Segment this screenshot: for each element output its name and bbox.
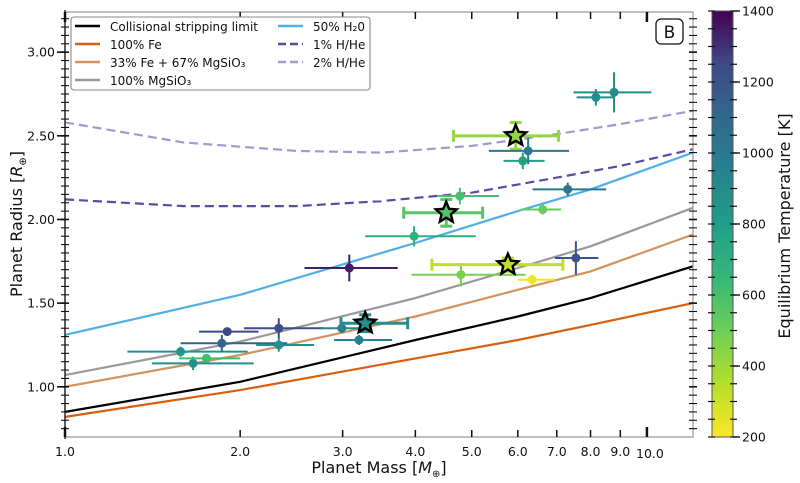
colorbar-tick-label: 200 xyxy=(742,430,766,445)
colorbar-gradient xyxy=(711,10,734,438)
planet-point xyxy=(554,241,599,275)
planet-point xyxy=(573,72,652,113)
x-tick-label: 7.0 xyxy=(547,444,567,459)
circle-marker xyxy=(523,146,533,156)
colorbar-tick-label: 600 xyxy=(742,288,766,303)
colorbar-tick-label: 800 xyxy=(742,217,766,232)
circle-marker xyxy=(563,184,573,194)
y-axis-label: Planet Radius [R⊕] xyxy=(7,151,29,297)
x-tick-label: 4.0 xyxy=(405,444,425,459)
planet-point xyxy=(243,318,324,339)
legend-label: 33% Fe + 67% MgSiO₃ xyxy=(110,56,246,70)
planet-point xyxy=(151,356,254,371)
legend-label: 50% H₂0 xyxy=(313,20,365,34)
x-tick-label: 10.0 xyxy=(636,446,664,461)
colorbar-tick-label: 1000 xyxy=(742,146,774,161)
x-axis-label: Planet Mass [M⊕] xyxy=(311,458,446,480)
planet-point xyxy=(532,182,607,197)
planet-point xyxy=(488,137,570,165)
planet-point xyxy=(520,204,562,215)
star-planet-point xyxy=(402,197,485,228)
x-tick-label: 5.0 xyxy=(462,444,482,459)
colorbar-tick-label: 400 xyxy=(742,359,766,374)
legend-box xyxy=(70,16,371,91)
y-tick-label: 1.50 xyxy=(27,296,55,311)
x-tick-label: 1.0 xyxy=(55,444,75,459)
circle-marker xyxy=(201,353,211,363)
planet-point xyxy=(127,346,248,357)
planet-point xyxy=(365,226,476,247)
legend-label: 100% Fe xyxy=(110,38,162,52)
model-curves xyxy=(65,109,693,418)
legend-label: 100% MgSiO₃ xyxy=(110,74,191,88)
planet-point xyxy=(178,353,241,363)
circle-marker xyxy=(518,156,528,166)
colorbar-label: Equilibrium Temperature [K] xyxy=(775,113,794,338)
star-planet-point xyxy=(339,309,410,335)
legend-label: 1% H/He xyxy=(313,38,365,52)
circle-marker xyxy=(591,92,601,102)
planet-point xyxy=(180,334,288,352)
curve-2-h-he xyxy=(65,109,693,154)
y-tick-label: 2.50 xyxy=(27,128,55,143)
panel-label-box: B xyxy=(655,18,684,45)
curve-1-h-he xyxy=(65,148,693,208)
circle-marker xyxy=(455,191,465,201)
circle-marker xyxy=(188,358,198,368)
planet-point xyxy=(256,338,315,352)
circle-marker xyxy=(217,338,227,348)
circle-marker xyxy=(527,275,537,285)
legend-label: Collisional stripping limit xyxy=(110,20,258,34)
x-tick-label: 9.0 xyxy=(610,444,630,459)
circle-marker xyxy=(354,335,364,345)
legend-label: 2% H/He xyxy=(313,56,365,70)
colorbar: 200 400 600 800 1000 1200 1400 xyxy=(708,4,774,445)
planet-point xyxy=(304,254,398,282)
curve-100-mgsio- xyxy=(65,206,693,377)
star-marker xyxy=(502,121,530,148)
legend: Collisional stripping limit 100% Fe 33% Fe… xyxy=(70,16,371,91)
curve-33-fe-67-mgsio- xyxy=(65,233,693,388)
x-tick-label: 3.0 xyxy=(333,444,353,459)
circle-marker xyxy=(274,323,284,333)
x-tick-label: 2.0 xyxy=(230,444,250,459)
planet-point xyxy=(334,334,393,345)
circle-marker xyxy=(609,87,619,97)
circle-marker xyxy=(409,231,419,241)
y-tick-label: 1.00 xyxy=(27,379,55,394)
star-marker xyxy=(494,250,522,277)
curve-100-fe xyxy=(65,302,693,418)
planet-point xyxy=(437,187,500,205)
curve-collisional-stripping-limit xyxy=(65,265,693,413)
y-tick-label: 2.00 xyxy=(27,212,55,227)
circle-marker xyxy=(274,340,284,350)
star-planet-point xyxy=(451,120,561,151)
planet-point xyxy=(517,274,555,285)
panel-label: B xyxy=(664,23,676,43)
planet-point xyxy=(503,152,545,170)
circle-marker xyxy=(222,327,232,337)
x-tick-label: 6.0 xyxy=(508,444,528,459)
planet-point xyxy=(411,262,526,287)
star-marker xyxy=(432,198,460,225)
star-marker xyxy=(351,309,379,335)
planet-point xyxy=(199,327,259,337)
colorbar-tick-label: 1400 xyxy=(742,4,774,19)
axes: 1.0 2.0 3.0 4.0 5.0 6.0 7.0 8.0 9.0 10.0 1.00 1.50 2… xyxy=(27,10,697,461)
x-tick-label: 8.0 xyxy=(581,444,601,459)
circle-marker xyxy=(456,270,466,280)
data-points xyxy=(127,72,652,371)
star-planet-point xyxy=(430,250,565,277)
curve-50-h-0 xyxy=(65,151,693,336)
y-tick-label: 3.00 xyxy=(27,45,55,60)
circle-marker xyxy=(176,347,186,357)
circle-marker xyxy=(538,204,548,214)
circle-marker xyxy=(344,263,354,273)
circle-marker xyxy=(571,253,581,263)
colorbar-tick-label: 1200 xyxy=(742,75,774,90)
